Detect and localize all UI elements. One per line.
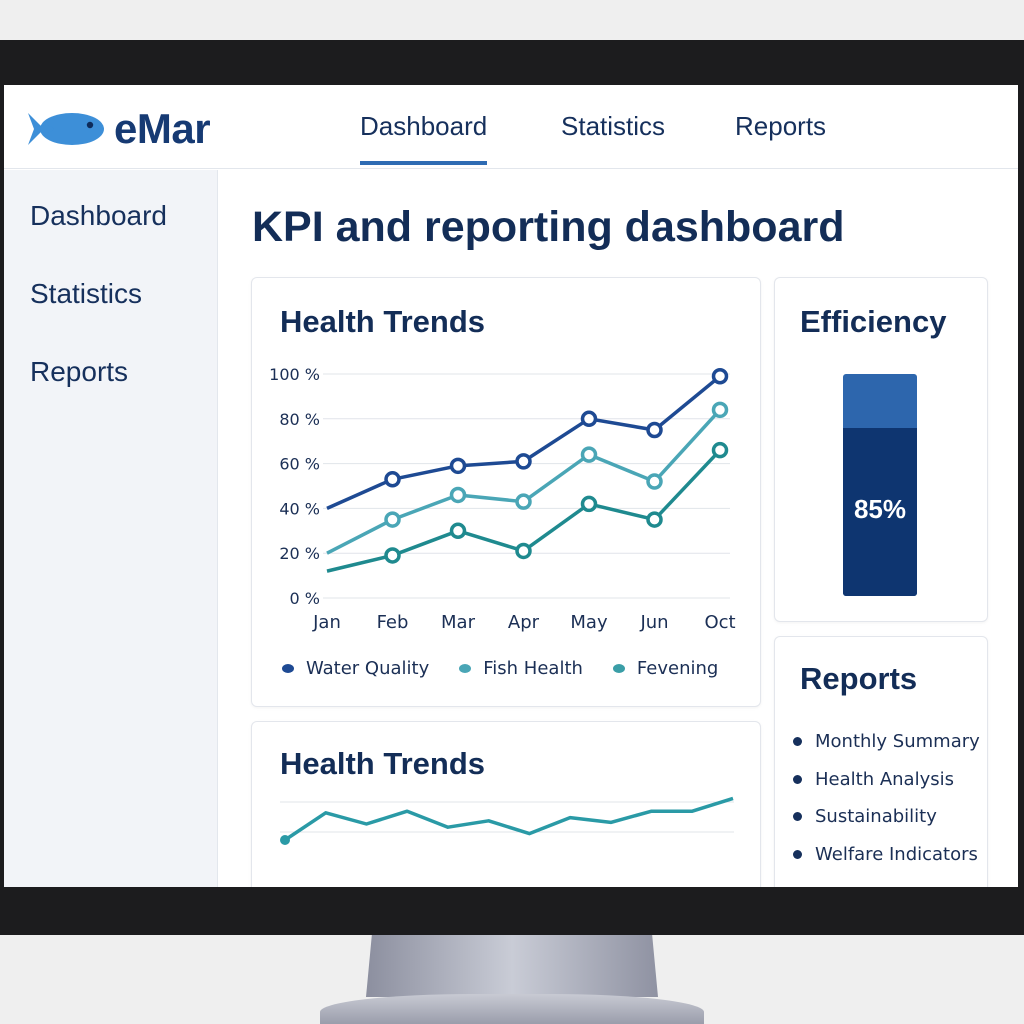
- report-item-label: Monthly Summary: [815, 731, 980, 753]
- y-tick-label: 40 %: [279, 499, 320, 518]
- data-point: [449, 486, 467, 504]
- data-point: [449, 522, 467, 540]
- tab-dashboard[interactable]: Dashboard: [360, 111, 488, 165]
- report-item-label: Sustainability: [815, 806, 937, 828]
- data-point: [384, 471, 401, 488]
- monitor-stand-neck: [366, 935, 658, 997]
- efficiency-title: Efficiency: [800, 304, 947, 339]
- data-point: [646, 473, 663, 490]
- data-point: [711, 441, 729, 459]
- efficiency-bar: 85%: [843, 374, 917, 596]
- data-point: [711, 401, 729, 419]
- x-tick-label: Mar: [441, 612, 476, 633]
- y-tick-label: 100 %: [269, 365, 320, 384]
- data-point: [646, 511, 663, 528]
- health-trends-card-2: Health Trends: [251, 721, 761, 887]
- reports-card: Reports Monthly Summary Health Analysis …: [774, 636, 988, 887]
- series-line: [284, 796, 734, 842]
- series-line: [326, 374, 722, 510]
- report-item-sustainability[interactable]: Sustainability: [793, 798, 980, 836]
- page-title: KPI and reporting dashboard: [252, 203, 845, 251]
- data-point: [580, 410, 598, 428]
- screen: eMar Dashboard Statistics Reports Dashbo…: [4, 85, 1018, 887]
- legend-label: Fish Health: [483, 658, 583, 679]
- data-point: [515, 493, 532, 510]
- app-logo[interactable]: eMar: [26, 105, 211, 153]
- sidebar: Dashboard Statistics Reports: [4, 170, 218, 887]
- legend-label: Fevening: [636, 658, 719, 679]
- data-point: [580, 495, 598, 513]
- sidebar-item-statistics[interactable]: Statistics: [30, 278, 143, 309]
- efficiency-card: Efficiency 85%: [774, 277, 988, 622]
- health-trends-chart: 0 % 20 % 40 % 60 % 80 % 100 % Jan Feb Mar Apr May J…: [269, 365, 735, 633]
- app-name: eMar: [114, 105, 211, 152]
- data-point: [280, 835, 290, 845]
- health-trends-chart-2: [280, 796, 734, 845]
- x-tick-label: Oct: [704, 612, 735, 633]
- y-tick-label: 20 %: [279, 544, 320, 563]
- top-navigation: eMar Dashboard Statistics Reports: [4, 85, 1018, 169]
- data-point: [384, 547, 401, 564]
- x-tick-label: Apr: [508, 612, 540, 633]
- x-tick-label: Jun: [639, 612, 668, 633]
- data-point: [384, 511, 401, 528]
- data-point: [646, 421, 663, 439]
- sidebar-item-dashboard[interactable]: Dashboard: [30, 200, 167, 231]
- reports-list: Monthly Summary Health Analysis Sustaina…: [793, 723, 980, 873]
- legend-swatch-icon: [612, 664, 625, 673]
- x-tick-label: Jan: [312, 612, 341, 633]
- sidebar-item-reports[interactable]: Reports: [30, 356, 129, 387]
- legend-swatch-icon: [459, 664, 472, 673]
- legend-item-water-quality: Water Quality: [282, 658, 429, 679]
- report-item-welfare-indicators[interactable]: Welfare Indicators: [793, 836, 980, 874]
- data-point: [711, 367, 729, 385]
- data-point: [515, 542, 532, 560]
- x-tick-label: May: [570, 612, 608, 633]
- bullet-icon: [793, 849, 802, 859]
- health-trends-card: Health Trends 0 % 20 % 40 % 60 % 80 % 100 % Ja…: [251, 277, 761, 707]
- y-tick-label: 80 %: [279, 410, 320, 429]
- health-trends-title: Health Trends: [280, 304, 485, 339]
- health-trends-2-title: Health Trends: [280, 746, 485, 781]
- bullet-icon: [793, 737, 802, 747]
- report-item-monthly-summary[interactable]: Monthly Summary: [793, 723, 980, 761]
- chart-legend: Water Quality Fish Health Fevening: [282, 658, 748, 679]
- report-item-label: Welfare Indicators: [815, 843, 978, 865]
- report-item-health-analysis[interactable]: Health Analysis: [793, 761, 980, 799]
- monitor-stand-base: [320, 994, 704, 1024]
- x-tick-label: Feb: [377, 612, 409, 633]
- legend-item-fevening: Fevening: [612, 658, 719, 679]
- data-point: [515, 453, 532, 470]
- y-tick-label: 0 %: [290, 589, 320, 608]
- data-point: [580, 446, 598, 463]
- bullet-icon: [793, 812, 802, 822]
- data-point: [449, 457, 467, 475]
- efficiency-value: 85%: [853, 494, 907, 524]
- legend-item-fish-health: Fish Health: [459, 658, 583, 679]
- efficiency-bar-fill: [843, 428, 917, 596]
- reports-title: Reports: [800, 661, 918, 696]
- bullet-icon: [793, 774, 802, 784]
- tab-reports[interactable]: Reports: [735, 111, 827, 141]
- tab-statistics[interactable]: Statistics: [561, 111, 666, 141]
- fish-icon: [28, 113, 104, 145]
- legend-label: Water Quality: [306, 658, 430, 679]
- y-tick-label: 60 %: [279, 455, 320, 474]
- legend-swatch-icon: [282, 664, 294, 673]
- report-item-label: Health Analysis: [815, 768, 954, 790]
